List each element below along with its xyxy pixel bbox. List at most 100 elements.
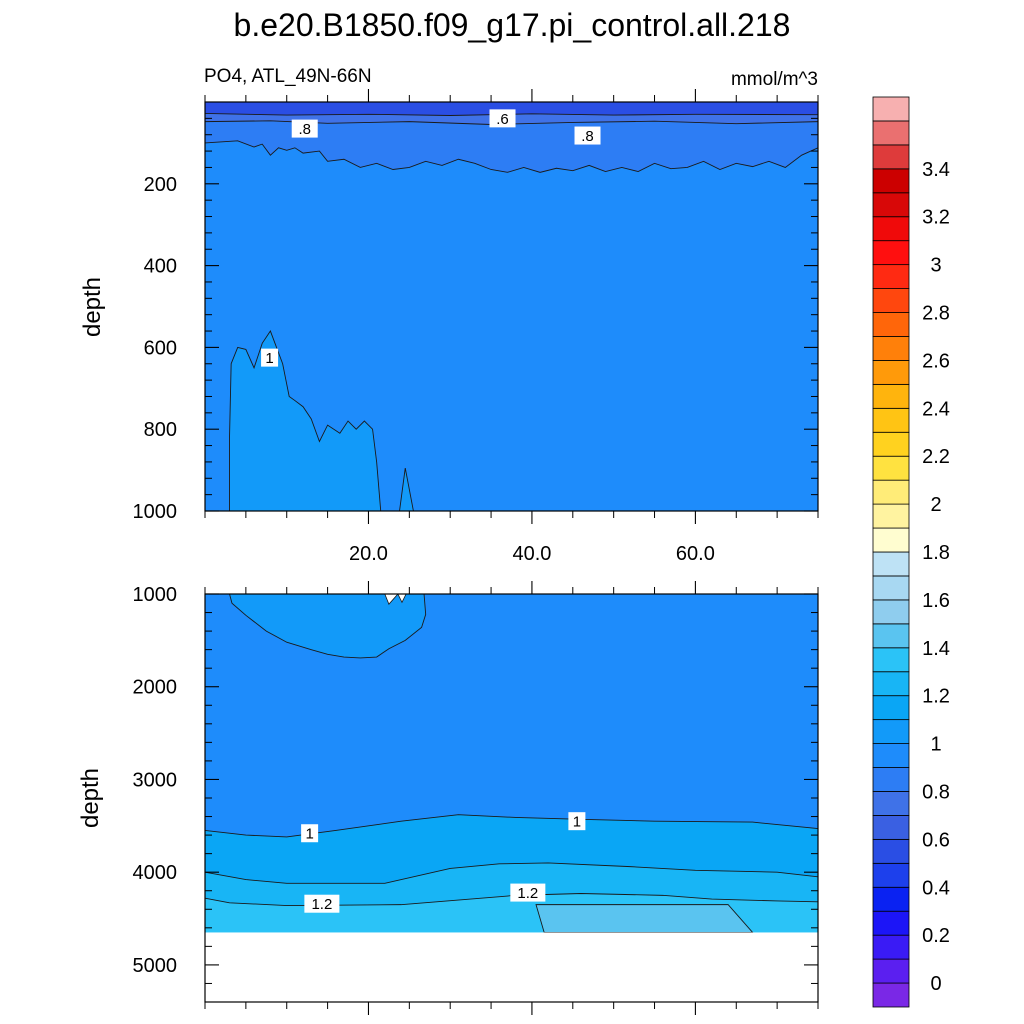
contour-label-bg <box>261 348 279 367</box>
contour-line <box>204 893 819 907</box>
colorbar-label: 2.2 <box>922 446 950 468</box>
colorbar-label: 2 <box>930 494 941 516</box>
colorbar-swatch <box>872 455 910 481</box>
figure-title: b.e20.B1850.f09_g17.pi_control.all.218 <box>234 7 791 43</box>
colorbar-swatch <box>872 958 910 984</box>
colorbar-swatch <box>872 503 910 529</box>
contour-line <box>204 814 819 838</box>
plot-frame <box>204 101 819 512</box>
colorbar: 0 0.2 0.4 0.6 0.8 1 1.2 1.4 1.6 1.8 2 2.2 2.4 2.6 2.8 3… <box>872 96 950 1008</box>
contour-label-bg <box>304 894 340 913</box>
y-tick-label: 800 <box>144 419 177 441</box>
colorbar-swatch <box>872 120 910 146</box>
colorbar-label: 3 <box>930 255 941 277</box>
contour-label: .8 <box>298 121 311 138</box>
contour-label: 1.2 <box>311 896 332 913</box>
colorbar-swatch <box>872 886 910 912</box>
colorbar-swatch <box>872 264 910 289</box>
x-tick-label: 40.0 <box>512 543 551 565</box>
y-tick-label: 600 <box>144 337 177 359</box>
colorbar-label: 2.6 <box>922 350 950 372</box>
contour-label-bg <box>291 119 318 138</box>
colorbar-swatch <box>872 671 910 697</box>
contour-region <box>228 593 427 659</box>
colorbar-swatch <box>872 168 910 194</box>
contour-band <box>205 102 818 116</box>
contour-label: 1.2 <box>517 885 538 902</box>
colorbar-swatch <box>872 767 910 792</box>
colorbar-label: 2.4 <box>922 398 950 420</box>
colorbar-swatch <box>872 288 910 313</box>
contour-label: 1 <box>265 350 273 367</box>
colorbar-label: 0.2 <box>922 925 950 947</box>
colorbar-swatch <box>872 407 910 433</box>
colorbar-label: 3.2 <box>922 207 950 229</box>
lower-ylabel: depth <box>77 768 104 828</box>
lower-panel: 1 1 1.2 1.2 1000 2000 3000 4000 5000 <box>133 581 819 1015</box>
contour-label-bg <box>510 883 546 902</box>
colorbar-label: 1.4 <box>922 638 950 660</box>
land-mask <box>205 932 818 1002</box>
upper-panel: .6 .8 .8 1 200 400 600 800 1000 20.0 40.0 60.0 <box>133 89 819 565</box>
colorbar-swatch <box>872 791 910 816</box>
contour-label-bg <box>489 109 516 128</box>
colorbar-swatch <box>872 910 910 936</box>
colorbar-label: 2.8 <box>922 303 950 325</box>
y-tick-label: 400 <box>144 256 177 278</box>
colorbar-swatch <box>872 527 910 553</box>
contour-band <box>205 120 818 173</box>
contour-label: 1 <box>305 826 313 843</box>
contour-label: .6 <box>496 111 509 128</box>
contour-region <box>229 330 382 512</box>
colorbar-label: 0.4 <box>922 877 950 899</box>
upper-ylabel: depth <box>79 277 106 337</box>
colorbar-label: 1.2 <box>922 686 950 708</box>
colorbar-swatch <box>872 216 910 242</box>
y-tick-label: 1000 <box>133 501 178 523</box>
colorbar-swatch <box>872 647 910 673</box>
y-tick-label: 5000 <box>133 955 178 977</box>
colorbar-swatch <box>872 815 910 840</box>
contour-label: .8 <box>581 128 594 145</box>
contour-band <box>205 814 818 884</box>
colorbar-swatch <box>872 192 910 218</box>
contour-line <box>204 862 819 884</box>
colorbar-swatch <box>872 551 910 577</box>
y-tick-label: 200 <box>144 174 177 196</box>
colorbar-swatch <box>872 719 910 744</box>
colorbar-swatch <box>872 743 910 768</box>
colorbar-label: 0.6 <box>922 829 950 851</box>
upper-right-label: mmol/m^3 <box>731 69 818 90</box>
colorbar-swatch <box>872 934 910 960</box>
colorbar-swatch <box>872 479 910 505</box>
colorbar-swatch <box>872 575 910 601</box>
contour-label-bg <box>568 812 586 831</box>
colorbar-swatch <box>872 336 910 361</box>
colorbar-swatch <box>872 144 910 170</box>
contour-region <box>535 904 754 933</box>
colorbar-label: 1.6 <box>922 590 950 612</box>
upper-left-label: PO4, ATL_49N-66N <box>204 66 372 87</box>
colorbar-swatch <box>872 240 910 266</box>
colorbar-swatch <box>872 862 910 888</box>
x-tick-label: 20.0 <box>349 543 388 565</box>
y-tick-label: 2000 <box>133 677 178 699</box>
contour-label-bg <box>574 126 601 145</box>
colorbar-swatch <box>872 96 910 122</box>
contour-label: 1 <box>573 814 581 831</box>
colorbar-swatch <box>872 982 910 1008</box>
colorbar-label: 1 <box>930 734 941 756</box>
colorbar-swatch <box>872 695 910 721</box>
contour-line <box>204 140 819 173</box>
colorbar-swatch <box>872 312 910 337</box>
contour-label-bg <box>301 824 319 843</box>
colorbar-label: 0 <box>930 973 941 995</box>
y-tick-label: 3000 <box>133 769 178 791</box>
colorbar-swatch <box>872 599 910 625</box>
colorbar-label: 0.8 <box>922 781 950 803</box>
colorbar-swatch <box>872 383 910 409</box>
colorbar-swatch <box>872 623 910 649</box>
y-tick-label: 1000 <box>133 584 178 606</box>
colorbar-swatch <box>872 431 910 457</box>
